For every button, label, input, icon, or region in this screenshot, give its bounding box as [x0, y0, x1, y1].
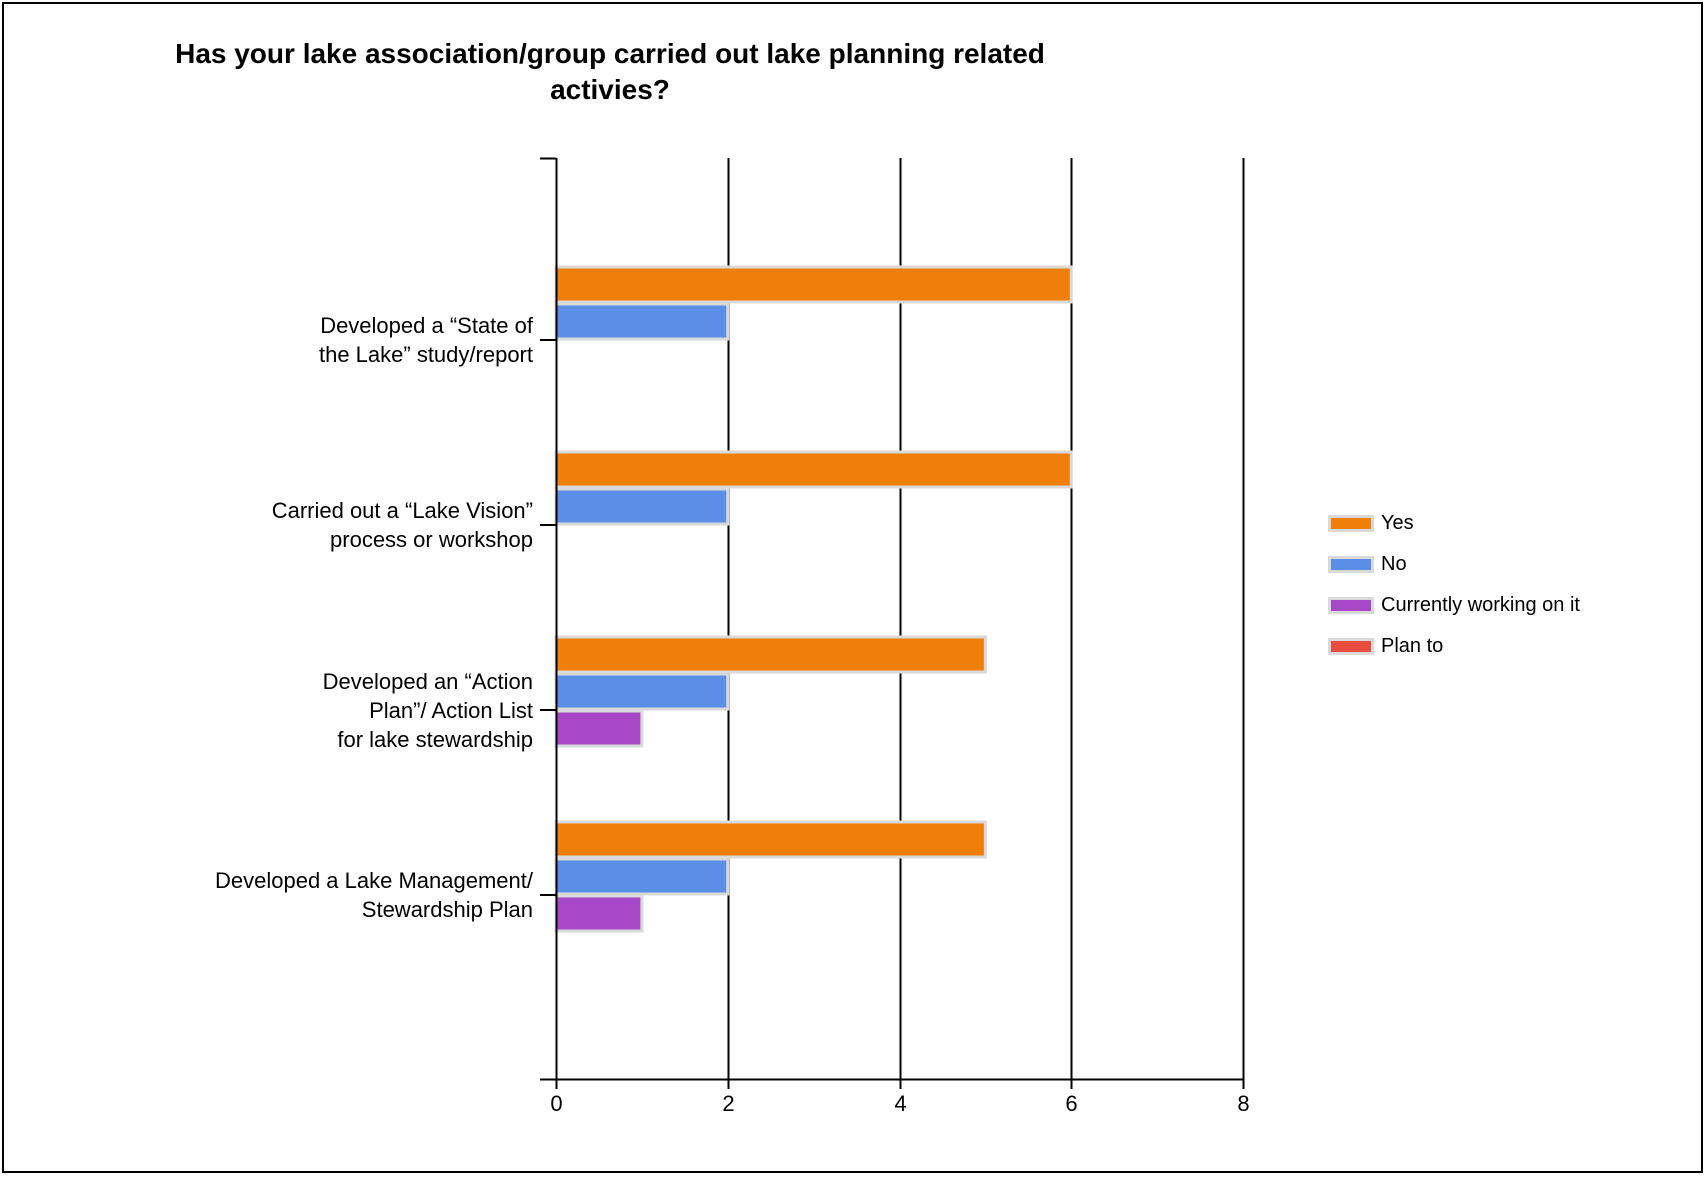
legend-swatch-2: [1328, 597, 1374, 614]
x-tick-label-0: 0: [550, 1091, 562, 1116]
legend-item-0: Yes: [1328, 503, 1580, 544]
legend-swatch-3: [1328, 638, 1374, 655]
x-tick-label-8: 8: [1237, 1091, 1249, 1116]
bar-currently-working-on-it-3: [554, 894, 644, 933]
legend-swatch-0: [1328, 515, 1374, 532]
legend-item-3: Plan to: [1328, 626, 1580, 667]
category-label-3: Developed a Lake Management/Stewardship …: [215, 866, 533, 924]
bar-yes-0: [554, 265, 1073, 304]
legend-label-0: Yes: [1381, 512, 1414, 534]
category-label-3-line-1: Stewardship Plan: [361, 897, 533, 922]
x-tick-label-4: 4: [894, 1091, 906, 1116]
category-label-2-line-1: Plan”/ Action List: [369, 697, 533, 723]
x-tick-label-6: 6: [1065, 1091, 1077, 1116]
category-label-0: Developed a “State of the Lake” study/rep…: [319, 311, 533, 369]
bar-no-2: [554, 672, 730, 711]
bar-yes-2: [554, 635, 987, 674]
category-label-1-line-0: Carried out a “Lake Vision”: [271, 498, 533, 523]
category-label-1-line-1: process or workshop: [330, 527, 533, 552]
category-label-0-line-0: Developed a “State of: [320, 313, 533, 338]
legend-item-1: No: [1328, 544, 1580, 585]
category-label-2-line-2: for lake stewardship: [337, 726, 533, 752]
legend-label-2: Currently working on it: [1381, 594, 1580, 616]
legend-label-1: No: [1381, 553, 1407, 575]
category-label-3-line-0: Developed a Lake Management/: [215, 868, 533, 893]
legend-item-2: Currently working on it: [1328, 585, 1580, 626]
x-tick-label-2: 2: [722, 1091, 734, 1116]
category-label-2: Developed an “Action Plan”/ Action List fo…: [323, 667, 533, 754]
legend-swatch-1: [1328, 556, 1374, 573]
bar-no-0: [554, 302, 730, 341]
chart-title-line-1: Has your lake association/group carried …: [175, 38, 1045, 69]
chart-title-line-2: activies?: [550, 74, 670, 105]
bar-yes-3: [554, 820, 987, 859]
bar-yes-1: [554, 450, 1073, 489]
legend: Yes No Currently working on it Plan to: [1328, 503, 1580, 667]
category-label-1: Carried out a “Lake Vision” process or wo…: [272, 496, 533, 554]
chart-title: Has your lake association/group carried …: [110, 36, 1110, 108]
category-label-2-line-0: Developed an “Action: [322, 668, 533, 694]
bar-no-1: [554, 487, 730, 526]
bar-no-3: [554, 857, 730, 896]
legend-label-3: Plan to: [1381, 635, 1444, 657]
category-label-0-line-1: the Lake” study/report: [318, 342, 533, 367]
bar-currently-working-on-it-2: [554, 709, 644, 748]
